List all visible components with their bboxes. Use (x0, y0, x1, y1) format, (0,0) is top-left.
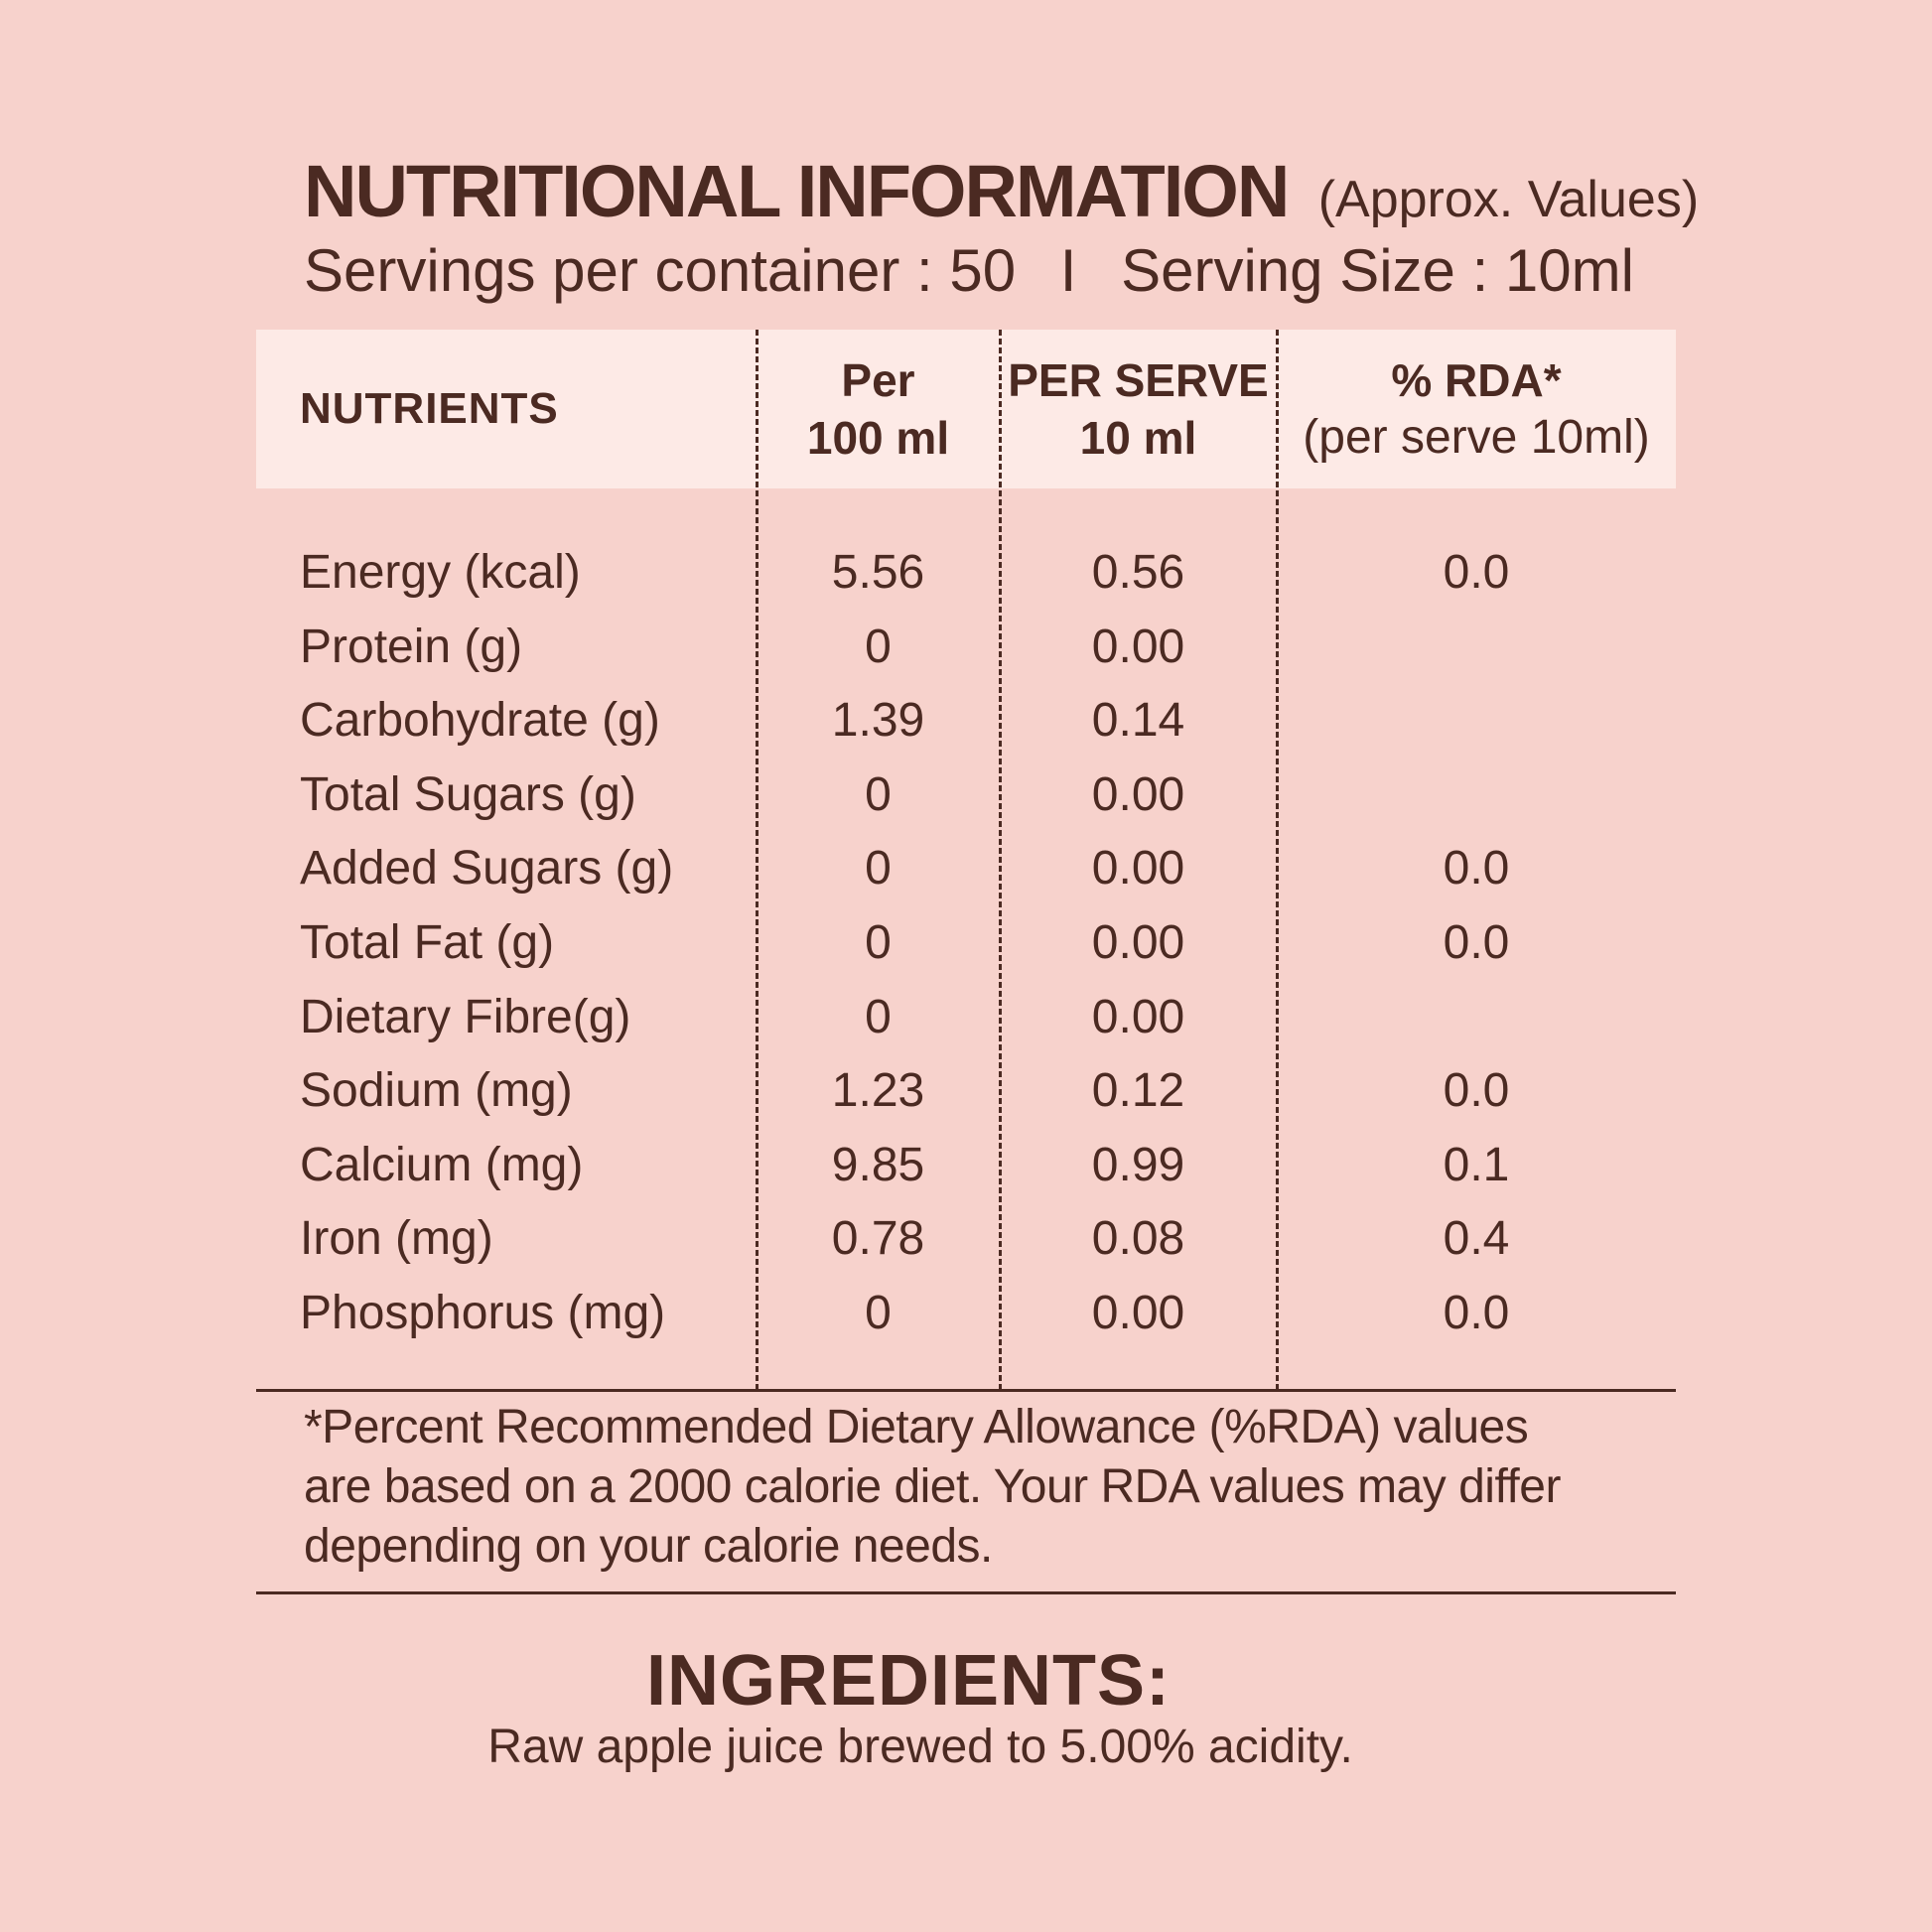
per-100ml-value: 0 (865, 915, 892, 969)
serving-size: Serving Size : 10ml (1121, 237, 1634, 304)
table-row: Sodium (mg) 1.23 0.12 0.0 (256, 1054, 1676, 1129)
per-100ml-value: 0 (865, 1286, 892, 1339)
per-100ml-value: 1.23 (831, 1064, 925, 1118)
column-divider (1276, 330, 1279, 1390)
rda-value: 0.0 (1443, 546, 1510, 599)
per-serve-value: 0.00 (1091, 1286, 1185, 1339)
header-per-100ml-line2: 100 ml (806, 412, 950, 464)
header-rda: % RDA* (per serve 10ml) (1278, 330, 1675, 488)
per-serve-value: 0.00 (1091, 842, 1185, 896)
per-serve-value: 0.14 (1091, 694, 1185, 748)
per-serve-value: 0.00 (1091, 767, 1185, 821)
header-nutrients: NUTRIENTS (300, 384, 559, 433)
table-header-band (256, 330, 1676, 488)
column-divider (756, 330, 759, 1390)
table-body: Energy (kcal) 5.56 0.56 0.0 Protein (g) … (256, 536, 1676, 1351)
nutrient-name: Calcium (mg) (300, 1138, 584, 1191)
nutrient-name: Phosphorus (mg) (300, 1286, 666, 1339)
header-per-100ml: Per 100 ml (758, 330, 999, 488)
per-serve-value: 0.00 (1091, 990, 1185, 1043)
rda-value: 0.4 (1443, 1212, 1510, 1266)
footnote-bottom-rule (256, 1591, 1676, 1594)
servings-per-container: Servings per container : 50 (304, 237, 1017, 304)
table-row: Added Sugars (g) 0 0.00 0.0 (256, 832, 1676, 906)
table-row: Iron (mg) 0.78 0.08 0.4 (256, 1202, 1676, 1277)
title-row: NUTRITIONAL INFORMATION (Approx. Values) (304, 149, 1699, 233)
per-serve-value: 0.08 (1091, 1212, 1185, 1266)
per-100ml-value: 0 (865, 620, 892, 673)
table-bottom-rule (256, 1389, 1676, 1392)
per-100ml-value: 0.78 (831, 1212, 925, 1266)
per-serve-value: 0.00 (1091, 915, 1185, 969)
approx-note: (Approx. Values) (1317, 171, 1700, 228)
header-per-100ml-line1: Per (841, 354, 915, 406)
table-row: Protein (g) 0 0.00 (256, 611, 1676, 685)
nutrient-name: Sodium (mg) (300, 1064, 573, 1118)
header-rda-line1: % RDA* (1391, 354, 1562, 406)
table-row: Dietary Fibre(g) 0 0.00 (256, 981, 1676, 1055)
per-100ml-value: 0 (865, 990, 892, 1043)
footnote-line: are based on a 2000 calorie diet. Your R… (304, 1460, 1561, 1513)
per-100ml-value: 0 (865, 842, 892, 896)
nutrient-name: Total Sugars (g) (300, 767, 636, 821)
nutrient-name: Dietary Fibre(g) (300, 990, 631, 1043)
rda-value: 0.0 (1443, 842, 1510, 896)
table-row: Phosphorus (mg) 0 0.00 0.0 (256, 1277, 1676, 1351)
table-row: Total Sugars (g) 0 0.00 (256, 759, 1676, 833)
per-100ml-value: 9.85 (831, 1138, 925, 1191)
header-rda-line2: (per serve 10ml) (1303, 411, 1650, 464)
table-row: Calcium (mg) 9.85 0.99 0.1 (256, 1129, 1676, 1203)
footnote-line: depending on your calorie needs. (304, 1520, 993, 1573)
nutrient-name: Added Sugars (g) (300, 842, 674, 896)
table-row: Energy (kcal) 5.56 0.56 0.0 (256, 536, 1676, 611)
per-100ml-value: 5.56 (831, 546, 925, 599)
column-divider (999, 330, 1002, 1390)
serving-info: Servings per container : 50 I Serving Si… (304, 236, 1634, 305)
nutrient-name: Carbohydrate (g) (300, 694, 660, 748)
nutrient-name: Protein (g) (300, 620, 523, 673)
rda-value: 0.0 (1443, 1064, 1510, 1118)
table-row: Total Fat (g) 0 0.00 0.0 (256, 906, 1676, 981)
header-per-serve: PER SERVE 10 ml (1001, 330, 1276, 488)
rda-value: 0.0 (1443, 915, 1510, 969)
per-serve-value: 0.56 (1091, 546, 1185, 599)
header-per-serve-line2: 10 ml (1079, 412, 1197, 464)
serving-separator: I (1059, 237, 1077, 304)
nutrient-name: Iron (mg) (300, 1212, 493, 1266)
page-title: NUTRITIONAL INFORMATION (304, 150, 1290, 232)
per-100ml-value: 1.39 (831, 694, 925, 748)
header-per-serve-line1: PER SERVE (1008, 354, 1269, 406)
per-serve-value: 0.99 (1091, 1138, 1185, 1191)
rda-value: 0.1 (1443, 1138, 1510, 1191)
per-serve-value: 0.00 (1091, 620, 1185, 673)
footnote-line: *Percent Recommended Dietary Allowance (… (304, 1401, 1529, 1453)
per-serve-value: 0.12 (1091, 1064, 1185, 1118)
table-row: Carbohydrate (g) 1.39 0.14 (256, 684, 1676, 759)
ingredients-title: INGREDIENTS: (645, 1641, 1172, 1721)
rda-footnote: *Percent Recommended Dietary Allowance (… (304, 1398, 1654, 1577)
ingredients-text: Raw apple juice brewed to 5.00% acidity. (487, 1721, 1353, 1773)
nutrient-name: Energy (kcal) (300, 546, 581, 599)
nutrient-name: Total Fat (g) (300, 915, 555, 969)
rda-value: 0.0 (1443, 1286, 1510, 1339)
per-100ml-value: 0 (865, 767, 892, 821)
